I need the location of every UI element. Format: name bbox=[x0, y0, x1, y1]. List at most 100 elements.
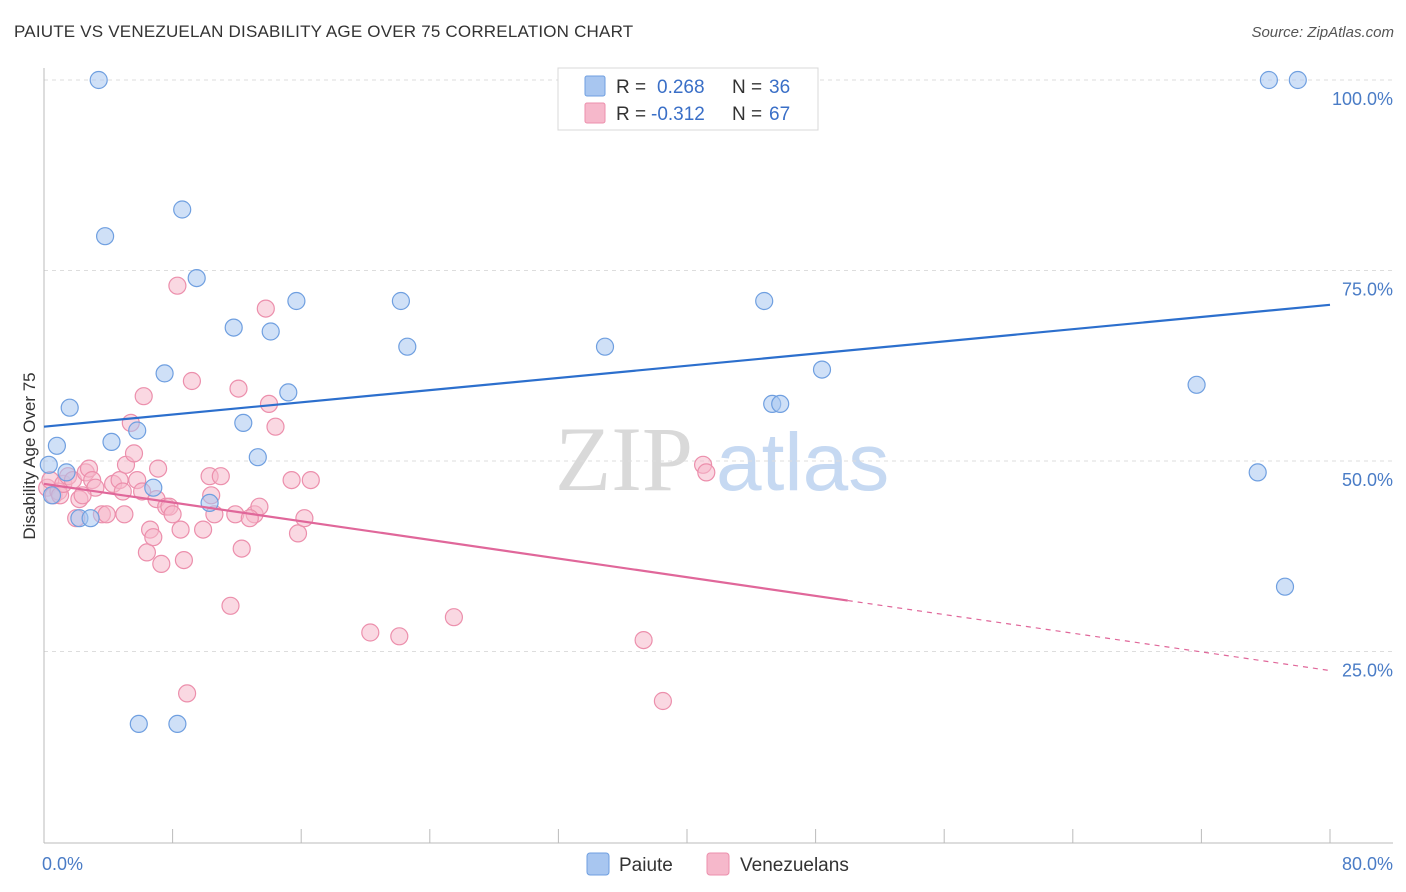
venezuelan-point bbox=[295, 509, 314, 528]
venezuelan-point bbox=[361, 623, 380, 642]
paiute-point bbox=[234, 413, 253, 432]
paiute-point bbox=[81, 509, 100, 528]
y-tick-label-25: 25.0% bbox=[1342, 661, 1393, 681]
paiute-point bbox=[595, 337, 615, 356]
paiute-point bbox=[47, 436, 67, 455]
venezuelan-point bbox=[97, 505, 116, 524]
x-tick-label-max: 80.0% bbox=[1342, 854, 1393, 874]
venezuelan-trend-line-extrapolated bbox=[847, 599, 1331, 672]
paiute-point bbox=[39, 455, 58, 474]
venezuelan-point bbox=[697, 463, 716, 482]
series-legend: Paiute Venezuelans bbox=[586, 852, 849, 876]
legend-r-value-paiute: 0.268 bbox=[657, 77, 705, 98]
venezuelan-point bbox=[144, 528, 163, 547]
legend-n-value-paiute: 36 bbox=[769, 77, 790, 98]
source-label: Source: ZipAtlas.com bbox=[1251, 24, 1394, 41]
watermark-atlas: atlas bbox=[716, 417, 889, 508]
venezuelan-point bbox=[266, 417, 285, 436]
bottom-legend-label-paiute: Paiute bbox=[619, 855, 673, 876]
y-tick-labels: 25.0% 50.0% 75.0% 100.0% bbox=[1332, 89, 1393, 681]
venezuelan-point bbox=[182, 371, 201, 391]
venezuelan-point bbox=[134, 387, 153, 406]
y-tick-label-100: 100.0% bbox=[1332, 89, 1393, 109]
paiute-point bbox=[1248, 463, 1267, 482]
paiute-point bbox=[95, 227, 115, 246]
legend-r-value-venezuelan: -0.312 bbox=[651, 104, 705, 125]
paiute-point bbox=[771, 394, 790, 413]
legend-n-value-venezuelan: 67 bbox=[769, 104, 790, 125]
paiute-point bbox=[224, 318, 243, 337]
venezuelan-point bbox=[444, 608, 463, 627]
venezuelan-point bbox=[149, 459, 168, 478]
venezuelan-point bbox=[301, 471, 320, 490]
y-axis-label: Disability Age Over 75 bbox=[20, 372, 39, 539]
paiute-point bbox=[1275, 577, 1295, 596]
venezuelan-point bbox=[653, 691, 673, 711]
legend-swatch-paiute bbox=[584, 75, 606, 97]
paiute-point bbox=[128, 421, 147, 440]
paiute-point bbox=[155, 364, 174, 383]
stats-legend: R = 0.268 N = 36 R = -0.312 N = 67 bbox=[557, 67, 819, 131]
paiute-point bbox=[248, 448, 267, 467]
paiute-point bbox=[391, 291, 410, 311]
venezuelan-point bbox=[229, 379, 248, 398]
venezuelan-point bbox=[634, 630, 653, 650]
watermark-zip: ZIP bbox=[555, 408, 693, 510]
venezuelan-point bbox=[390, 627, 409, 646]
paiute-points bbox=[39, 70, 1307, 734]
x-tick-label-min: 0.0% bbox=[42, 854, 83, 874]
venezuelan-point bbox=[221, 596, 240, 615]
venezuelan-point bbox=[137, 543, 156, 562]
venezuelan-point bbox=[124, 444, 144, 463]
venezuelan-point bbox=[211, 467, 230, 486]
paiute-point bbox=[1259, 70, 1279, 90]
paiute-point bbox=[89, 70, 108, 90]
paiute-point bbox=[812, 360, 832, 379]
venezuelan-point bbox=[232, 539, 251, 558]
paiute-trend-line bbox=[43, 303, 1331, 428]
venezuelan-point bbox=[163, 505, 182, 524]
paiute-point bbox=[279, 383, 298, 402]
bottom-legend-label-venezuelan: Venezuelans bbox=[740, 855, 849, 876]
paiute-point bbox=[144, 478, 163, 497]
venezuelan-point bbox=[115, 505, 134, 524]
legend-r-label-venezuelan: R = bbox=[616, 104, 646, 125]
y-tick-label-75: 75.0% bbox=[1342, 280, 1393, 300]
venezuelan-trend-line bbox=[43, 482, 848, 602]
venezuelan-point bbox=[288, 524, 308, 543]
bottom-legend-swatch-paiute bbox=[586, 852, 610, 876]
venezuelan-point bbox=[174, 550, 193, 570]
y-tick-label-50: 50.0% bbox=[1342, 470, 1393, 490]
paiute-point bbox=[398, 337, 417, 356]
paiute-point bbox=[60, 398, 79, 417]
legend-n-label-paiute: N = bbox=[732, 77, 762, 98]
venezuelan-point bbox=[152, 554, 171, 574]
paiute-point bbox=[755, 291, 774, 311]
paiute-point bbox=[173, 200, 192, 219]
paiute-point bbox=[102, 432, 121, 451]
paiute-point bbox=[187, 269, 206, 288]
venezuelan-point bbox=[171, 520, 190, 539]
paiute-point bbox=[57, 463, 76, 482]
axes bbox=[43, 68, 1393, 844]
chart-title: PAIUTE VS VENEZUELAN DISABILITY AGE OVER… bbox=[14, 22, 634, 41]
venezuelan-point bbox=[178, 684, 197, 703]
gridlines bbox=[44, 79, 1393, 652]
paiute-point bbox=[42, 486, 62, 505]
paiute-point bbox=[1288, 70, 1307, 90]
paiute-point bbox=[129, 714, 148, 734]
venezuelan-point bbox=[168, 276, 187, 295]
venezuelan-point bbox=[256, 299, 275, 318]
venezuelan-point bbox=[113, 482, 132, 501]
legend-n-label-venezuelan: N = bbox=[732, 104, 762, 125]
bottom-legend-swatch-venezuelan bbox=[706, 852, 730, 876]
venezuelan-point bbox=[194, 520, 213, 539]
trend-lines bbox=[43, 303, 1331, 672]
paiute-point bbox=[1187, 375, 1206, 394]
paiute-point bbox=[261, 322, 280, 341]
paiute-point bbox=[168, 714, 187, 734]
paiute-point bbox=[287, 291, 306, 311]
venezuelan-point bbox=[282, 471, 301, 490]
legend-r-label-paiute: R = bbox=[616, 77, 646, 98]
